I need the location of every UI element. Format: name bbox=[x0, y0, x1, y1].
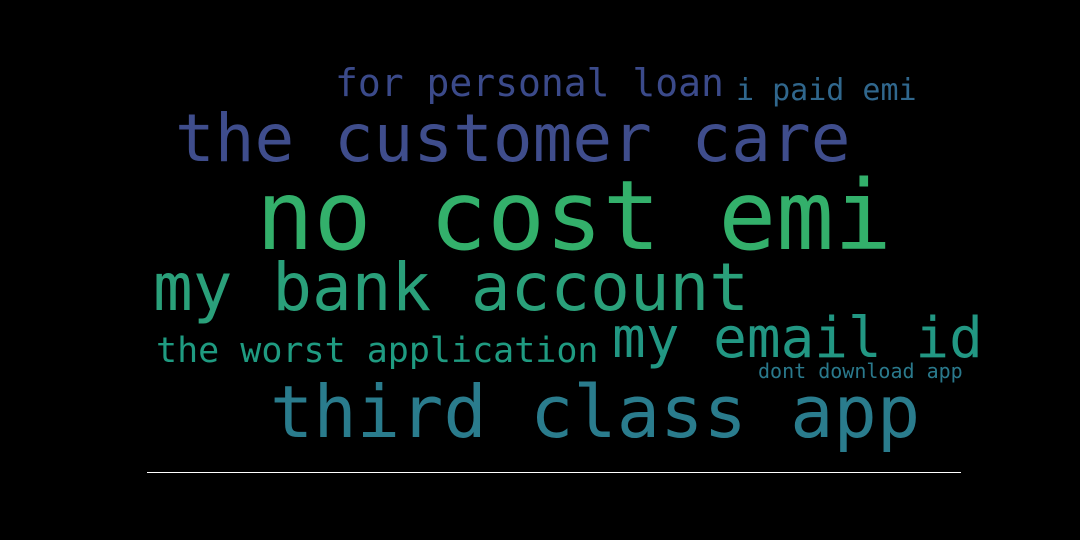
word-i-paid-emi: i paid emi bbox=[736, 73, 917, 108]
bottom-divider-line bbox=[147, 472, 961, 473]
word-dont-download-app: dont download app bbox=[758, 359, 963, 383]
word-the-customer-care: the customer care bbox=[175, 100, 851, 177]
word-my-bank-account: my bank account bbox=[153, 249, 750, 326]
word-my-email-id: my email id bbox=[612, 306, 983, 371]
word-third-class-app: third class app bbox=[270, 370, 921, 454]
word-for-personal-loan: for personal loan bbox=[335, 61, 724, 105]
word-the-worst-application: the worst application bbox=[156, 331, 599, 371]
word-no-cost-emi: no cost emi bbox=[256, 160, 892, 272]
